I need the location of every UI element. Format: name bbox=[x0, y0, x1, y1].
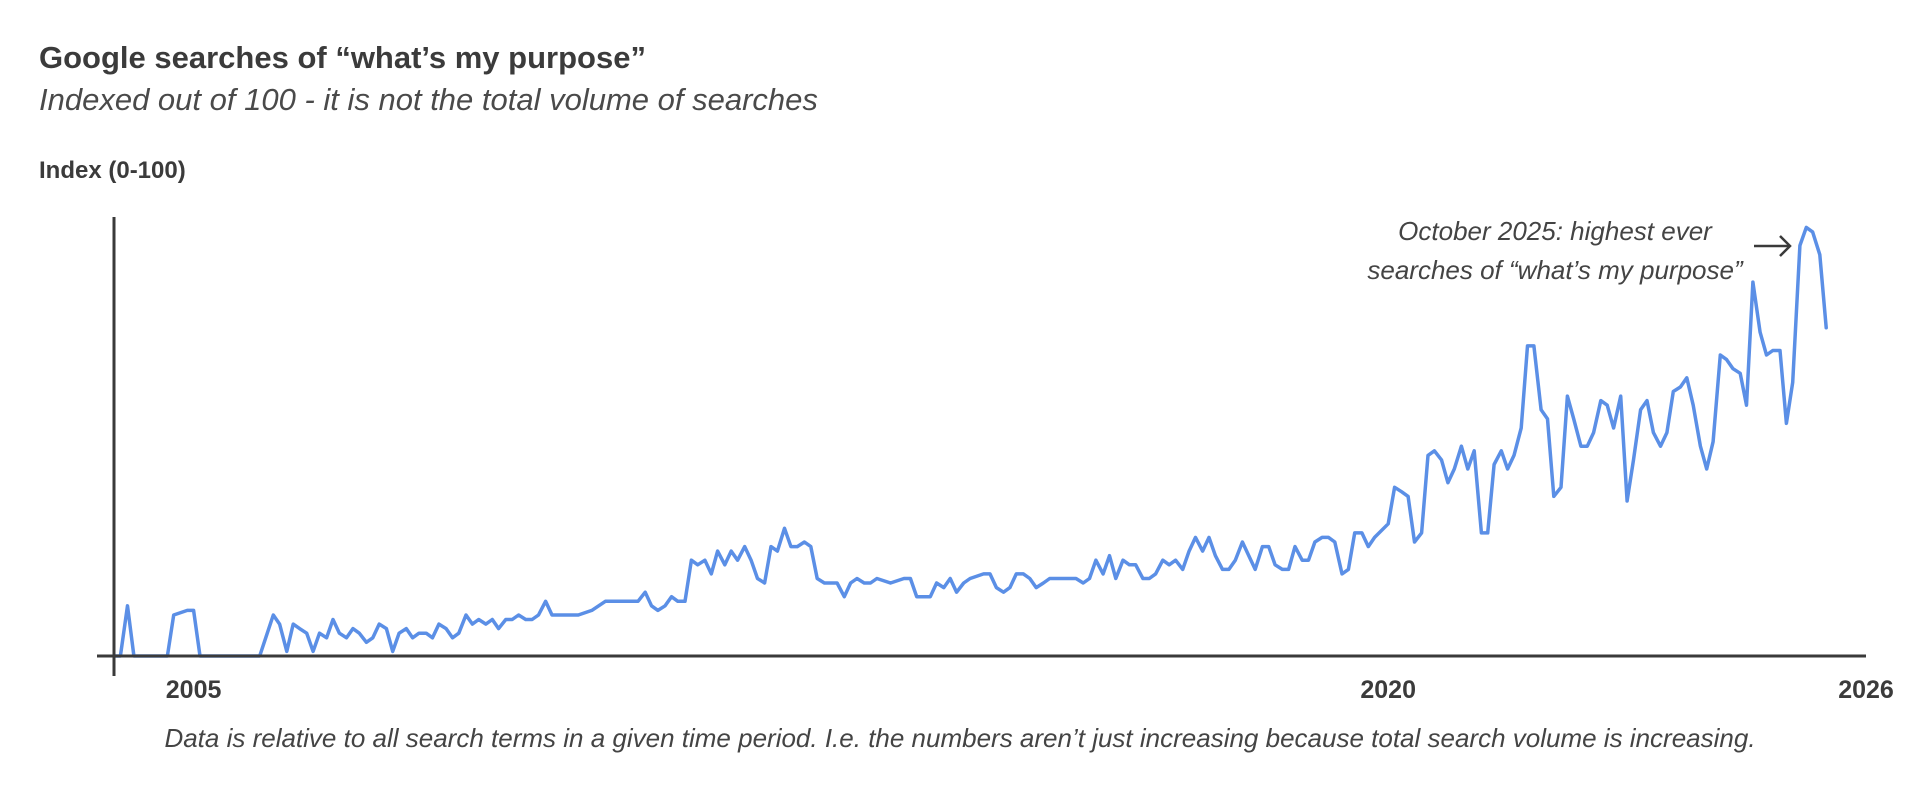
annotation-arrow bbox=[1754, 235, 1792, 257]
footnote: Data is relative to all search terms in … bbox=[164, 723, 1756, 753]
peak-annotation: October 2025: highest ever searches of “… bbox=[1367, 216, 1743, 285]
x-tick-label-2005: 2005 bbox=[166, 676, 222, 704]
x-tick-label-2026: 2026 bbox=[1838, 676, 1894, 704]
chart-subtitle: Indexed out of 100 - it is not the total… bbox=[39, 82, 818, 117]
plot-area bbox=[112, 225, 1828, 658]
chart-title: Google searches of “what’s my purpose” bbox=[39, 40, 646, 75]
x-tick-label-2020: 2020 bbox=[1360, 676, 1416, 704]
y-axis-label: Index (0-100) bbox=[39, 157, 186, 184]
x-axis-ticks: 2005 2020 2026 bbox=[166, 676, 1894, 704]
series-line-0 bbox=[112, 225, 1828, 658]
